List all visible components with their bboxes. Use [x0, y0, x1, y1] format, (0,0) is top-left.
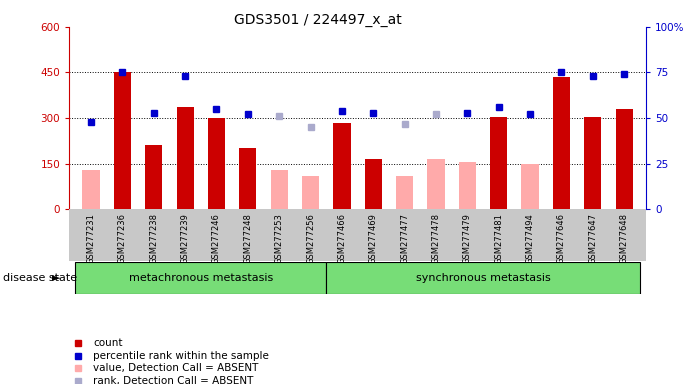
Text: percentile rank within the sample: percentile rank within the sample — [93, 351, 269, 361]
Bar — [271, 170, 288, 209]
Bar — [208, 118, 225, 209]
Text: GSM277248: GSM277248 — [243, 214, 252, 264]
Bar — [522, 164, 539, 209]
Bar — [333, 122, 350, 209]
Text: metachronous metastasis: metachronous metastasis — [129, 273, 273, 283]
Text: GSM277256: GSM277256 — [306, 214, 315, 264]
Bar — [584, 117, 601, 209]
Bar — [326, 262, 640, 294]
Bar — [427, 159, 444, 209]
Bar — [490, 117, 507, 209]
Bar — [176, 108, 193, 209]
Bar — [396, 176, 413, 209]
Text: synchronous metastasis: synchronous metastasis — [416, 273, 551, 283]
Text: GSM277466: GSM277466 — [337, 214, 346, 265]
Text: GSM277478: GSM277478 — [431, 214, 440, 265]
Bar — [239, 149, 256, 209]
Text: GSM277238: GSM277238 — [149, 214, 158, 265]
Text: GSM277253: GSM277253 — [275, 214, 284, 264]
Text: GSM277647: GSM277647 — [588, 214, 597, 265]
Bar — [616, 109, 633, 209]
Text: GSM277481: GSM277481 — [494, 214, 503, 264]
Text: GSM277477: GSM277477 — [400, 214, 409, 265]
Text: GSM277469: GSM277469 — [369, 214, 378, 264]
Text: GSM277236: GSM277236 — [118, 214, 127, 265]
Text: GSM277494: GSM277494 — [526, 214, 535, 264]
Bar — [365, 159, 382, 209]
Text: GDS3501 / 224497_x_at: GDS3501 / 224497_x_at — [234, 13, 401, 27]
Text: GSM277246: GSM277246 — [212, 214, 221, 264]
Text: GSM277646: GSM277646 — [557, 214, 566, 265]
Text: GSM277239: GSM277239 — [180, 214, 189, 264]
Text: ►: ► — [53, 273, 61, 283]
Text: value, Detection Call = ABSENT: value, Detection Call = ABSENT — [93, 363, 259, 373]
Bar — [75, 262, 326, 294]
Text: GSM277648: GSM277648 — [620, 214, 629, 265]
Text: rank, Detection Call = ABSENT: rank, Detection Call = ABSENT — [93, 376, 254, 384]
Bar — [459, 162, 476, 209]
Bar — [302, 176, 319, 209]
Bar — [82, 170, 100, 209]
Text: disease state: disease state — [3, 273, 77, 283]
Text: GSM277231: GSM277231 — [86, 214, 95, 264]
Bar — [145, 146, 162, 209]
Text: GSM277479: GSM277479 — [463, 214, 472, 264]
Bar — [553, 77, 570, 209]
Text: count: count — [93, 338, 123, 348]
Bar — [114, 73, 131, 209]
